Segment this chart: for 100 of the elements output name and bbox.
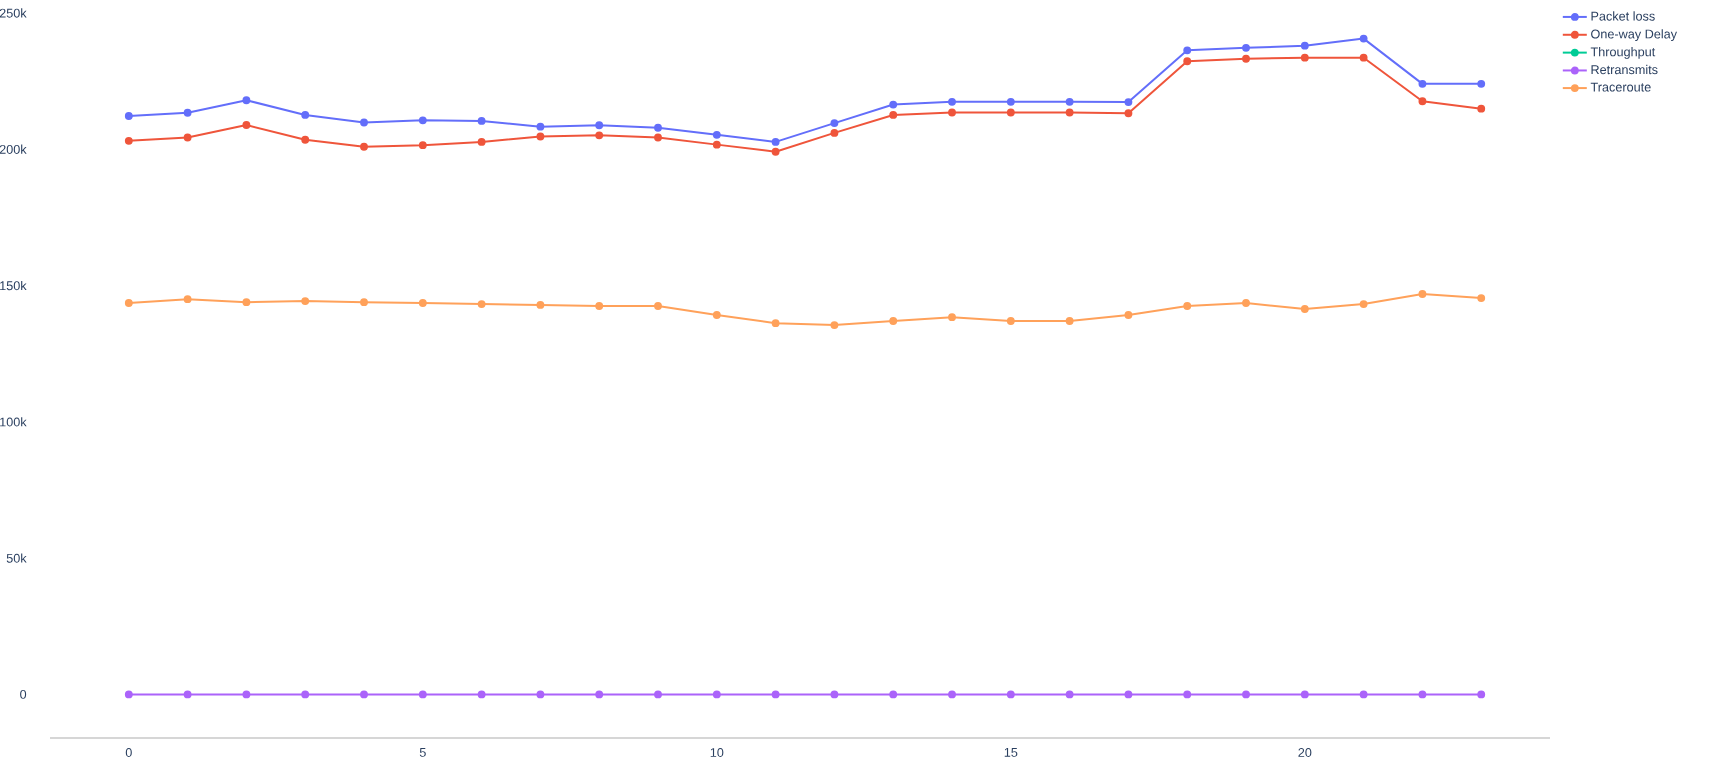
- y-tick-label: 150k: [0, 280, 27, 291]
- y-tick-label: 50k: [6, 553, 27, 563]
- point: [771, 319, 780, 328]
- point: [242, 96, 251, 105]
- point: [830, 119, 839, 128]
- point: [1418, 79, 1427, 88]
- point: [1418, 97, 1427, 106]
- point: [301, 690, 310, 699]
- point: [712, 311, 721, 319]
- point: [1242, 690, 1250, 699]
- point: [1183, 690, 1192, 699]
- point: [1300, 41, 1309, 50]
- point: [360, 298, 368, 307]
- point: [418, 299, 427, 307]
- point: [595, 131, 604, 140]
- point: [771, 690, 780, 699]
- point: [1183, 57, 1192, 66]
- x-tick-label: 5: [419, 748, 426, 757]
- point: [830, 128, 839, 137]
- point: [595, 690, 604, 699]
- point: [242, 690, 251, 699]
- point: [536, 122, 545, 131]
- point: [418, 116, 427, 125]
- point: [183, 133, 192, 142]
- point: [183, 295, 192, 304]
- point: [654, 123, 662, 132]
- y-tick-label: 250k: [0, 8, 27, 18]
- point: [418, 141, 427, 150]
- point: [360, 118, 368, 127]
- point: [1359, 300, 1368, 309]
- legend-label: Retransmits: [1591, 64, 1658, 75]
- point: [477, 690, 486, 699]
- point: [536, 690, 545, 699]
- point: [1300, 305, 1309, 313]
- x-tick-label: 0: [125, 748, 132, 757]
- x-tick-label: 10: [710, 748, 724, 757]
- point: [124, 112, 133, 120]
- point: [654, 690, 662, 699]
- point: [654, 133, 662, 142]
- point: [1359, 53, 1368, 62]
- legend-label: One-way Delay: [1591, 29, 1678, 41]
- point: [242, 298, 251, 307]
- legend-label: Traceroute: [1590, 82, 1651, 92]
- point: [889, 690, 898, 699]
- point: [1183, 302, 1192, 310]
- point: [301, 110, 310, 119]
- point: [771, 147, 780, 156]
- point: [1418, 690, 1427, 699]
- point: [1300, 53, 1309, 62]
- point: [183, 690, 192, 699]
- point: [1124, 109, 1133, 118]
- point: [654, 302, 662, 310]
- point: [595, 302, 604, 310]
- point: [1477, 690, 1486, 699]
- point: [1477, 104, 1486, 113]
- point: [124, 299, 133, 307]
- point: [830, 321, 839, 329]
- point: [889, 110, 898, 119]
- point: [1242, 43, 1250, 52]
- point: [889, 317, 898, 325]
- point: [183, 108, 192, 117]
- point: [948, 690, 956, 699]
- point: [948, 97, 956, 106]
- point: [712, 690, 721, 699]
- point: [477, 300, 486, 309]
- point: [301, 297, 310, 306]
- point: [1006, 108, 1015, 117]
- point: [1477, 294, 1486, 303]
- x-tick-label: 20: [1298, 748, 1312, 757]
- point: [418, 690, 427, 699]
- point: [477, 137, 486, 146]
- point: [1065, 108, 1074, 117]
- point: [1359, 690, 1368, 699]
- point: [1477, 79, 1486, 88]
- y-tick-label: 0: [20, 689, 27, 699]
- point: [1242, 299, 1250, 307]
- x-tick-label: 15: [1004, 748, 1018, 757]
- point: [536, 300, 545, 309]
- point: [1359, 34, 1368, 43]
- point: [1183, 46, 1192, 55]
- y-tick-label: 100k: [0, 417, 27, 427]
- point: [360, 690, 368, 699]
- point: [1006, 690, 1015, 699]
- point: [1124, 690, 1133, 699]
- point: [124, 690, 133, 699]
- point: [360, 142, 368, 151]
- point: [889, 100, 898, 109]
- point: [1124, 311, 1133, 319]
- point: [242, 121, 251, 129]
- point: [124, 136, 133, 145]
- y-tick-label: 200k: [0, 144, 27, 154]
- point: [1006, 97, 1015, 106]
- point: [1300, 690, 1309, 699]
- legend-label: Throughput: [1590, 47, 1656, 59]
- point: [1065, 97, 1074, 106]
- point: [1065, 317, 1074, 325]
- point: [712, 130, 721, 139]
- point: [1418, 290, 1427, 298]
- point: [1065, 690, 1074, 699]
- point: [712, 140, 721, 149]
